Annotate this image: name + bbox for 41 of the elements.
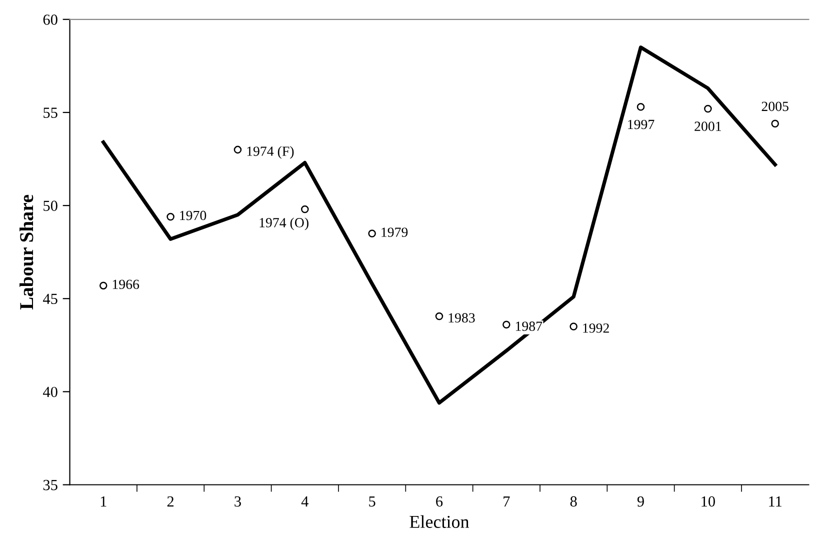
y-tick-label: 45 (43, 294, 58, 304)
point (771, 120, 779, 128)
x-tick-label: 8 (570, 496, 577, 507)
annotation: 1997 (628, 120, 654, 130)
point (704, 104, 712, 113)
point (234, 146, 242, 154)
point (570, 322, 578, 330)
x-tick-label: 1 (100, 496, 106, 506)
y-tick-label: 50 (44, 200, 58, 211)
point (368, 230, 376, 238)
annotation: 1983 (448, 313, 475, 323)
x-tick-label: 2 (167, 496, 174, 506)
y-tick-label: 40 (43, 386, 58, 398)
x-tick-label: 9 (637, 496, 644, 507)
point (301, 205, 309, 214)
point (166, 212, 174, 221)
x-tick-label: 3 (234, 496, 241, 507)
point (435, 312, 444, 320)
x-tick-label: 6 (436, 496, 443, 507)
y-tick-label: 35 (43, 480, 58, 490)
annotation: 1974 (O) (260, 218, 308, 230)
annotation: 1987 (516, 322, 542, 331)
x-axis-title: Election (410, 515, 470, 528)
annotation: 1970 (180, 210, 206, 220)
x-tick-label: 5 (369, 496, 376, 507)
x-tick-label: 4 (301, 496, 308, 506)
annotation: 2005 (762, 102, 788, 112)
x-tick-label: 7 (504, 496, 510, 506)
y-tick-label: 55 (44, 108, 58, 118)
point (636, 102, 645, 111)
point (99, 282, 108, 290)
y-tick-label: 60 (43, 14, 58, 25)
annotation: 1979 (382, 228, 408, 237)
x-tick-label: 11 (769, 496, 782, 506)
annotation: 1966 (112, 280, 140, 290)
annotation: 1992 (583, 323, 609, 333)
annotation: 2001 (694, 122, 721, 132)
x-tick-label: 10 (702, 496, 715, 507)
annotation: 1974 (F) (247, 146, 294, 159)
point (502, 320, 510, 329)
y-axis-title: Labour Share (20, 194, 34, 310)
